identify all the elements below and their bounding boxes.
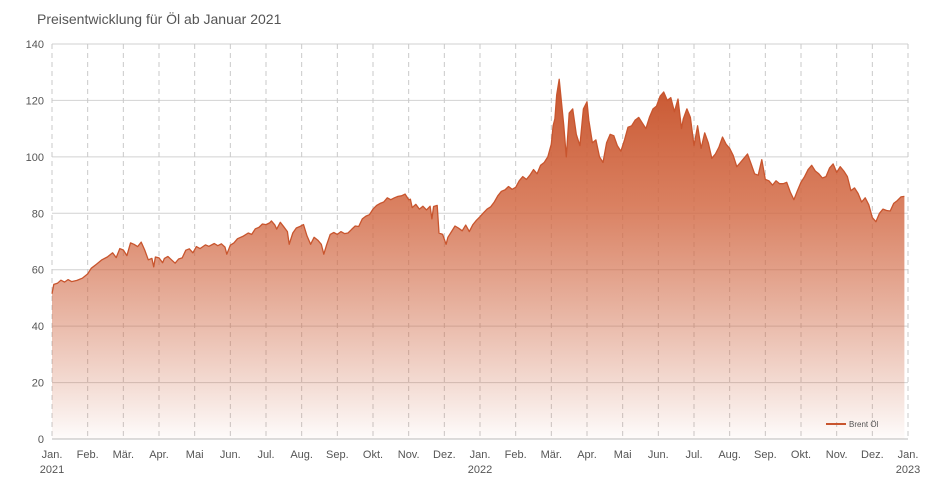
x-tick-year-label: 2022	[468, 464, 492, 476]
x-tick-label: Nov.	[826, 449, 848, 461]
x-tick-year-label: 2021	[40, 464, 64, 476]
x-tick-label: Apr.	[577, 449, 597, 461]
series-line	[51, 78, 905, 294]
x-tick-label: Jul.	[257, 449, 274, 461]
y-tick-label: 80	[32, 208, 44, 220]
legend-label: Brent Öl	[849, 420, 879, 429]
x-tick-label: Jan.	[42, 449, 63, 461]
y-tick-label: 20	[32, 378, 44, 390]
x-tick-label: Nov.	[398, 449, 420, 461]
x-tick-label: Aug.	[290, 449, 313, 461]
x-tick-label: Jan.	[470, 449, 491, 461]
x-tick-label: Sep.	[326, 449, 349, 461]
x-tick-label: Jun.	[220, 449, 241, 461]
series-area-fill	[52, 79, 905, 440]
x-tick-label: Feb.	[77, 449, 99, 461]
x-tick-year-label: 2023	[896, 464, 920, 476]
y-tick-label: 0	[38, 434, 44, 446]
y-tick-label: 140	[26, 39, 44, 51]
x-tick-label: Aug.	[718, 449, 741, 461]
axis-layer: 0 20 40 60 80 100 120 140 Jan. 2021 Feb. Mär. Apr. Ma…	[26, 39, 921, 476]
x-tick-label: Jun.	[648, 449, 669, 461]
x-tick-label: Mai	[614, 449, 632, 461]
x-tick-label: Jul.	[685, 449, 702, 461]
x-tick-label: Jan.	[898, 449, 919, 461]
x-tick-label: Dez.	[861, 449, 884, 461]
y-tick-label: 100	[26, 152, 44, 164]
x-tick-label: Dez.	[433, 449, 456, 461]
y-tick-label: 60	[32, 265, 44, 277]
x-tick-label: Mai	[186, 449, 204, 461]
x-tick-label: Mär.	[541, 449, 562, 461]
x-tick-label: Sep.	[754, 449, 777, 461]
x-tick-label: Mär.	[113, 449, 134, 461]
x-tick-label: Okt.	[363, 449, 383, 461]
legend: Brent Öl	[826, 420, 879, 429]
chart-title: Preisentwicklung für Öl ab Januar 2021	[37, 11, 282, 27]
area-layer	[51, 78, 905, 440]
y-tick-label: 120	[26, 95, 44, 107]
x-tick-label: Feb.	[505, 449, 527, 461]
x-tick-label: Okt.	[791, 449, 811, 461]
x-tick-label: Apr.	[149, 449, 169, 461]
y-tick-label: 40	[32, 321, 44, 333]
